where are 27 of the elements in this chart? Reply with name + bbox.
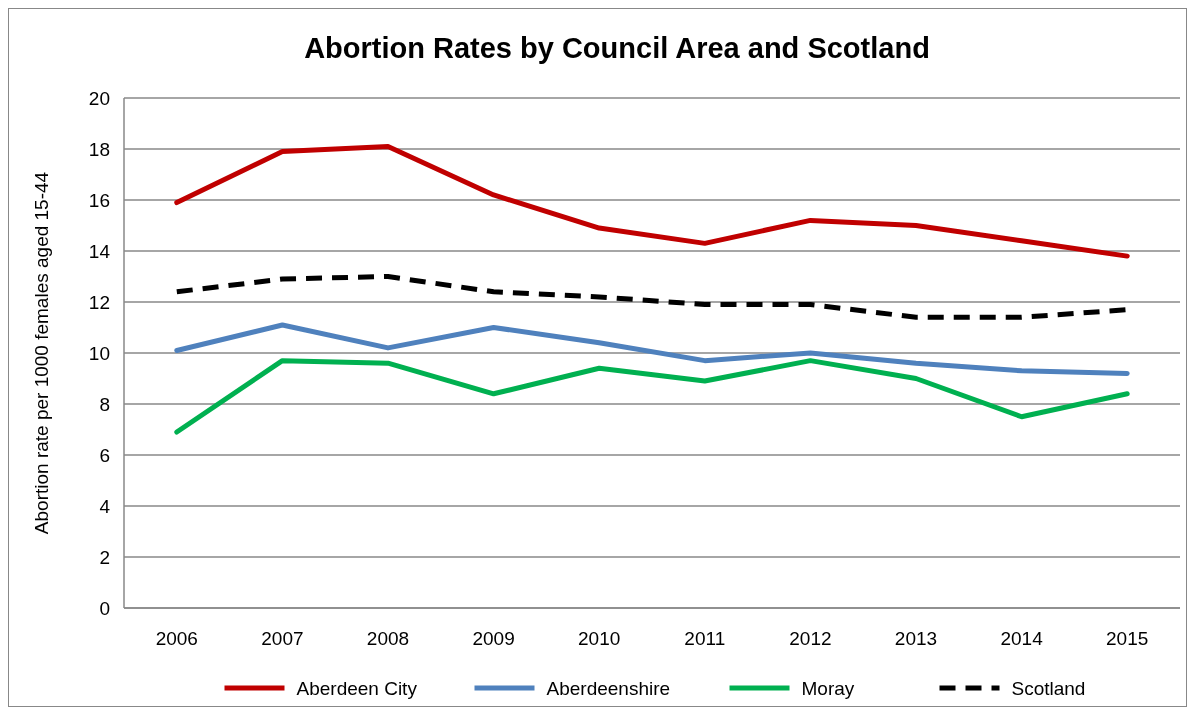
y-tick-label: 2 — [99, 546, 110, 568]
y-tick-label: 0 — [99, 597, 110, 619]
chart-title: Abortion Rates by Council Area and Scotland — [304, 32, 930, 64]
y-tick-label: 4 — [99, 495, 111, 517]
x-tick-label: 2008 — [366, 628, 410, 649]
x-tick-label: 2011 — [684, 628, 726, 649]
legend-label: Aberdeenshire — [546, 677, 671, 699]
y-tick-label: 16 — [88, 189, 110, 211]
x-tick-label: 2006 — [155, 628, 198, 649]
y-axis-title: Abortion rate per 1000 females aged 15-44 — [31, 171, 52, 535]
y-tick-label: 12 — [88, 291, 110, 313]
legend-label: Scotland — [1011, 677, 1086, 699]
y-tick-label: 20 — [88, 87, 110, 109]
x-tick-label: 2009 — [472, 628, 515, 649]
x-tick-label: 2013 — [894, 628, 938, 649]
legend-label: Moray — [801, 677, 855, 699]
y-tick-label: 14 — [88, 240, 111, 262]
y-tick-label: 10 — [88, 342, 110, 364]
y-tick-label: 8 — [99, 393, 110, 415]
y-tick-label: 18 — [88, 138, 110, 160]
x-tick-label: 2014 — [1000, 628, 1044, 649]
x-tick-label: 2007 — [261, 628, 304, 649]
legend-label: Aberdeen City — [296, 677, 418, 699]
y-tick-label: 6 — [99, 444, 110, 466]
x-tick-label: 2010 — [578, 628, 621, 649]
x-tick-label: 2015 — [1106, 628, 1149, 649]
x-tick-label: 2012 — [789, 628, 832, 649]
